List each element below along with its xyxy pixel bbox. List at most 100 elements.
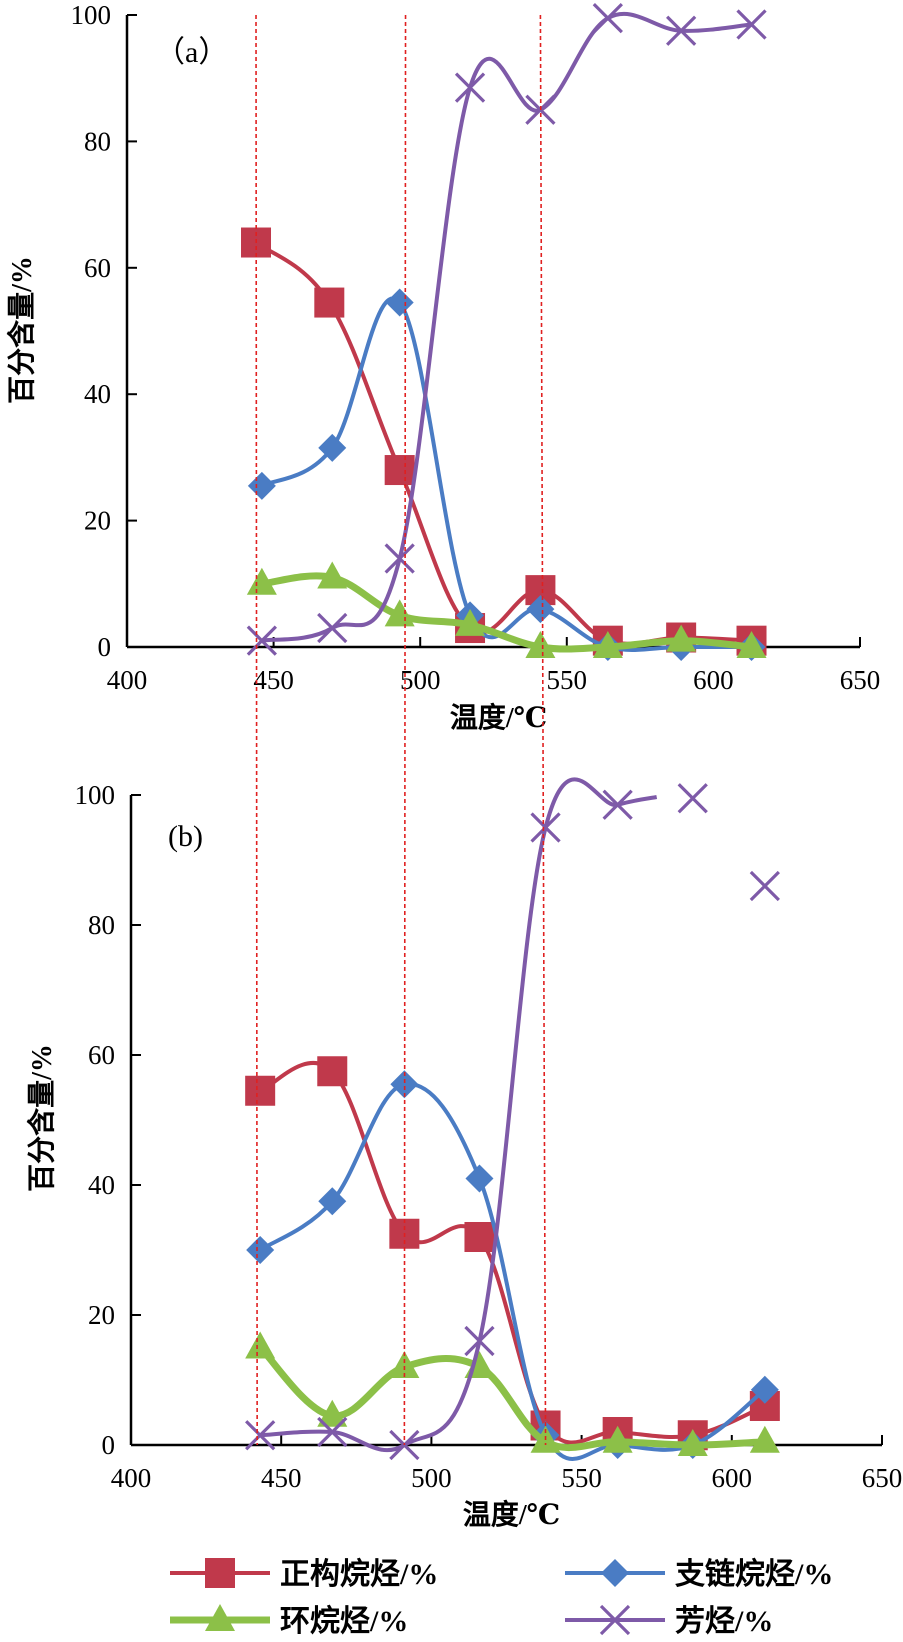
legend-marker xyxy=(205,1558,235,1588)
data-point xyxy=(390,1070,419,1099)
data-point xyxy=(245,1075,276,1106)
x-axis-label: 温度/℃ xyxy=(450,702,547,734)
data-point xyxy=(454,72,486,103)
data-point xyxy=(247,471,276,500)
legend-label: 正构烷烃/% xyxy=(280,1558,438,1591)
legend-marker xyxy=(599,1604,631,1636)
x-tick-label: 500 xyxy=(411,1463,452,1493)
data-point xyxy=(465,1164,494,1193)
data-point xyxy=(602,789,633,820)
data-point xyxy=(246,625,278,656)
series-x xyxy=(246,3,767,656)
y-tick-label: 100 xyxy=(71,0,112,30)
data-point xyxy=(317,1056,348,1087)
series-diamond xyxy=(247,288,766,661)
legend-item: 正构烷烃/% xyxy=(170,1558,438,1591)
legend-marker xyxy=(205,1604,235,1631)
series-x xyxy=(245,777,780,1461)
series-triangle xyxy=(246,561,767,658)
data-point xyxy=(314,287,345,318)
reference-line xyxy=(403,14,407,1446)
legend-label: 环烷烃/% xyxy=(280,1605,408,1637)
x-tick-label: 450 xyxy=(253,665,294,695)
data-point xyxy=(455,608,486,636)
y-tick-label: 20 xyxy=(88,1300,115,1330)
x-tick-label: 450 xyxy=(261,1463,302,1493)
panel-b: 0 20 40 60 80 100 400 450 500 550 600 650 温度/℃ 百分含量/%… xyxy=(25,777,903,1531)
x-tick-label: 400 xyxy=(111,1463,152,1493)
data-point xyxy=(317,1416,348,1448)
data-point xyxy=(736,631,767,658)
data-point xyxy=(736,9,767,40)
series-square xyxy=(245,1056,780,1451)
y-axis-label: 百分含量/% xyxy=(25,1044,58,1192)
data-point xyxy=(385,288,414,317)
data-point xyxy=(384,599,415,627)
data-point xyxy=(677,783,708,814)
data-point xyxy=(389,1351,420,1378)
x-tick-label: 550 xyxy=(561,1463,602,1493)
panel-label: （a） xyxy=(155,36,228,69)
series-line xyxy=(260,777,658,1453)
data-point xyxy=(464,1325,495,1357)
data-point xyxy=(592,631,623,658)
data-point xyxy=(317,612,348,644)
data-point xyxy=(245,1420,276,1451)
data-point xyxy=(749,1425,780,1453)
data-point xyxy=(602,1425,633,1453)
series-line xyxy=(260,296,752,653)
panel-a: 0 20 40 60 80 100 400 450 500 550 600 650 温度/℃ 百分含量/%… xyxy=(5,0,880,734)
legend-item: 支链烷烃/% xyxy=(565,1557,833,1591)
x-axis-label: 温度/℃ xyxy=(463,1499,560,1531)
data-point xyxy=(317,1399,348,1427)
data-point xyxy=(245,1331,276,1359)
data-point xyxy=(749,870,780,902)
x-tick-label: 650 xyxy=(862,1463,903,1493)
x-tick-label: 650 xyxy=(840,665,881,695)
data-point xyxy=(317,561,348,589)
legend-label: 支链烷烃/% xyxy=(675,1557,833,1591)
legend-item: 环烷烃/% xyxy=(170,1604,408,1638)
x-tick-label: 500 xyxy=(400,665,441,695)
panel-label: (b) xyxy=(168,820,203,853)
legend-label: 芳烃/% xyxy=(675,1605,773,1637)
x-tick-label: 400 xyxy=(107,665,148,695)
data-point xyxy=(666,624,697,652)
reference-line xyxy=(255,14,258,1446)
y-tick-label: 60 xyxy=(88,1040,115,1070)
y-axis-label: 百分含量/% xyxy=(5,256,38,404)
series-line xyxy=(259,1061,766,1445)
data-point xyxy=(592,3,623,34)
reference-lines xyxy=(255,14,547,1446)
y-tick-label: 40 xyxy=(84,379,111,409)
y-tick-label: 80 xyxy=(84,126,111,156)
y-tick-label: 100 xyxy=(75,780,116,810)
legend-marker xyxy=(601,1559,629,1587)
data-point xyxy=(530,812,561,843)
x-tick-label: 550 xyxy=(547,665,588,695)
reference-line xyxy=(539,14,547,1446)
data-point xyxy=(246,567,277,595)
x-tick-label: 600 xyxy=(693,665,734,695)
y-tick-label: 60 xyxy=(84,253,111,283)
legend: 正构烷烃/% 支链烷烃/% 环烷烃/% 芳烃/% xyxy=(170,1557,833,1638)
y-tick-label: 0 xyxy=(98,632,112,662)
data-point xyxy=(318,1187,347,1216)
data-point xyxy=(384,455,415,486)
y-tick-label: 0 xyxy=(102,1430,116,1460)
y-tick-label: 40 xyxy=(88,1170,115,1200)
data-point xyxy=(464,1222,495,1252)
data-point xyxy=(677,1429,708,1456)
y-tick-label: 20 xyxy=(84,506,111,536)
data-point xyxy=(525,631,556,658)
data-point xyxy=(246,1236,275,1264)
data-point xyxy=(666,15,697,46)
y-tick-label: 80 xyxy=(88,910,115,940)
legend-item: 芳烃/% xyxy=(565,1604,773,1638)
series-line xyxy=(259,1082,767,1461)
data-point xyxy=(750,1375,779,1404)
series-square xyxy=(241,227,767,656)
data-point xyxy=(526,595,555,624)
